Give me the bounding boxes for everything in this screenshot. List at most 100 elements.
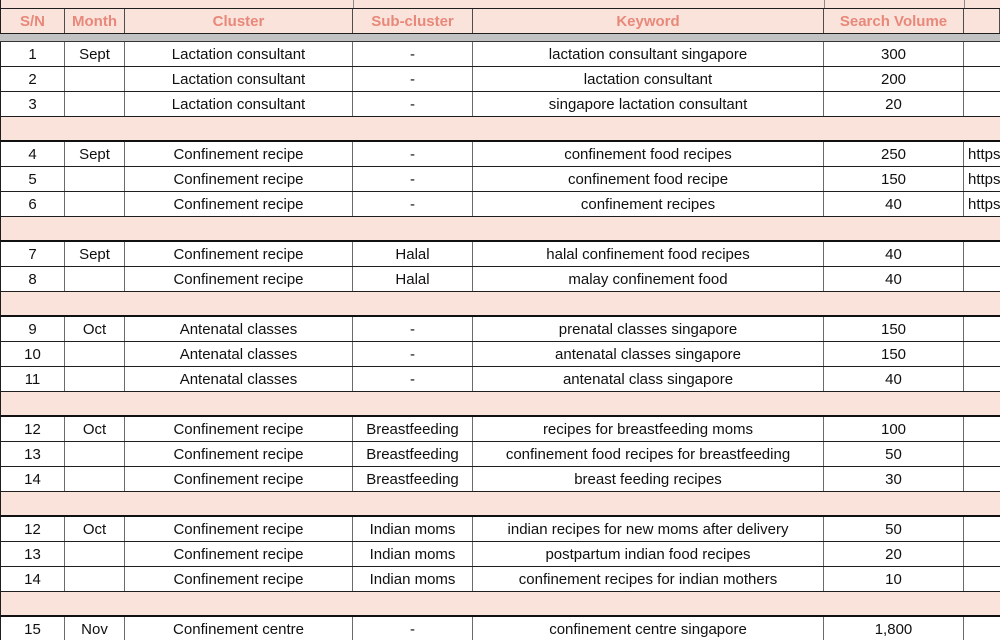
cell-keyword[interactable]: confinement food recipe xyxy=(473,167,824,191)
cell-month[interactable]: Sept xyxy=(65,242,125,266)
cell-keyword[interactable]: postpartum indian food recipes xyxy=(473,542,824,566)
cell-subcluster[interactable]: - xyxy=(353,617,473,640)
cell-sn[interactable]: 1 xyxy=(1,42,65,66)
cell-url[interactable] xyxy=(964,442,1000,466)
cell-volume[interactable]: 250 xyxy=(824,142,964,166)
cell-sn[interactable]: 12 xyxy=(1,417,65,441)
cell-sn[interactable]: 2 xyxy=(1,67,65,91)
cell-month[interactable] xyxy=(65,167,125,191)
cell-subcluster[interactable]: Indian moms xyxy=(353,567,473,591)
cell-volume[interactable]: 100 xyxy=(824,417,964,441)
cell-sn[interactable]: 15 xyxy=(1,617,65,640)
cell-keyword[interactable]: lactation consultant xyxy=(473,67,824,91)
header-cell-keyword[interactable]: Keyword xyxy=(473,9,824,33)
header-cell-cluster[interactable]: Cluster xyxy=(125,9,353,33)
cell-volume[interactable]: 50 xyxy=(824,442,964,466)
cell-url[interactable] xyxy=(964,342,1000,366)
cell-month[interactable] xyxy=(65,467,125,491)
cell-subcluster[interactable]: Breastfeeding xyxy=(353,442,473,466)
cell-volume[interactable]: 40 xyxy=(824,242,964,266)
cell-sn[interactable]: 5 xyxy=(1,167,65,191)
cell-month[interactable]: Nov xyxy=(65,617,125,640)
cell-sn[interactable]: 14 xyxy=(1,467,65,491)
cell-volume[interactable]: 150 xyxy=(824,317,964,341)
cell-subcluster[interactable]: - xyxy=(353,42,473,66)
cell-volume[interactable]: 50 xyxy=(824,517,964,541)
cell-cluster[interactable]: Confinement recipe xyxy=(125,167,353,191)
cell-volume[interactable]: 20 xyxy=(824,92,964,116)
cell-url[interactable]: https xyxy=(968,145,1000,163)
cell-cluster[interactable]: Confinement recipe xyxy=(125,517,353,541)
cell-volume[interactable]: 10 xyxy=(824,567,964,591)
cell-month[interactable]: Oct xyxy=(65,317,125,341)
cell-cluster[interactable]: Confinement centre xyxy=(125,617,353,640)
cell-volume[interactable]: 1,800 xyxy=(824,617,964,640)
cell-sn[interactable]: 8 xyxy=(1,267,65,291)
cell-subcluster[interactable]: Breastfeeding xyxy=(353,417,473,441)
cell-volume[interactable]: 20 xyxy=(824,542,964,566)
cell-keyword[interactable]: confinement recipes for indian mothers xyxy=(473,567,824,591)
cell-month[interactable] xyxy=(65,267,125,291)
cell-keyword[interactable]: breast feeding recipes xyxy=(473,467,824,491)
cell-sn[interactable]: 7 xyxy=(1,242,65,266)
cell-url[interactable] xyxy=(964,542,1000,566)
cell-sn[interactable]: 13 xyxy=(1,542,65,566)
cell-month[interactable]: Sept xyxy=(65,142,125,166)
cell-sn[interactable]: 10 xyxy=(1,342,65,366)
cell-sn[interactable]: 12 xyxy=(1,517,65,541)
cell-keyword[interactable]: singapore lactation consultant xyxy=(473,92,824,116)
cell-url[interactable] xyxy=(964,517,1000,541)
cell-url[interactable]: https xyxy=(968,195,1000,213)
cell-keyword[interactable]: halal confinement food recipes xyxy=(473,242,824,266)
cell-cluster[interactable]: Confinement recipe xyxy=(125,267,353,291)
cell-cluster[interactable]: Confinement recipe xyxy=(125,467,353,491)
header-cell-sn[interactable]: S/N xyxy=(1,9,65,33)
cell-cluster[interactable]: Antenatal classes xyxy=(125,317,353,341)
cell-url[interactable] xyxy=(964,67,1000,91)
cell-cluster[interactable]: Confinement recipe xyxy=(125,242,353,266)
cell-url[interactable] xyxy=(964,467,1000,491)
cell-sn[interactable]: 11 xyxy=(1,367,65,391)
cell-url[interactable] xyxy=(964,267,1000,291)
cell-subcluster[interactable]: - xyxy=(353,167,473,191)
cell-url[interactable] xyxy=(964,42,1000,66)
cell-subcluster[interactable]: Breastfeeding xyxy=(353,467,473,491)
cell-cluster[interactable]: Lactation consultant xyxy=(125,42,353,66)
cell-month[interactable] xyxy=(65,342,125,366)
cell-url[interactable] xyxy=(964,317,1000,341)
cell-keyword[interactable]: confinement food recipes for breastfeedi… xyxy=(473,442,824,466)
cell-cluster[interactable]: Lactation consultant xyxy=(125,92,353,116)
cell-volume[interactable]: 150 xyxy=(824,342,964,366)
cell-cluster[interactable]: Lactation consultant xyxy=(125,67,353,91)
cell-keyword[interactable]: antenatal class singapore xyxy=(473,367,824,391)
cell-sn[interactable]: 6 xyxy=(1,192,65,216)
cell-url[interactable] xyxy=(964,92,1000,116)
header-cell-volume[interactable]: Search Volume xyxy=(824,9,964,33)
cell-keyword[interactable]: confinement food recipes xyxy=(473,142,824,166)
cell-month[interactable] xyxy=(65,542,125,566)
cell-url[interactable] xyxy=(964,417,1000,441)
cell-subcluster[interactable]: - xyxy=(353,317,473,341)
cell-subcluster[interactable]: - xyxy=(353,192,473,216)
cell-subcluster[interactable]: Indian moms xyxy=(353,542,473,566)
cell-sn[interactable]: 9 xyxy=(1,317,65,341)
cell-cluster[interactable]: Confinement recipe xyxy=(125,442,353,466)
cell-volume[interactable]: 300 xyxy=(824,42,964,66)
cell-subcluster[interactable]: - xyxy=(353,367,473,391)
cell-keyword[interactable]: lactation consultant singapore xyxy=(473,42,824,66)
cell-month[interactable] xyxy=(65,567,125,591)
cell-subcluster[interactable]: - xyxy=(353,92,473,116)
cell-volume[interactable]: 200 xyxy=(824,67,964,91)
cell-url[interactable]: https xyxy=(968,170,1000,188)
cell-volume[interactable]: 40 xyxy=(824,267,964,291)
cell-cluster[interactable]: Antenatal classes xyxy=(125,342,353,366)
cell-volume[interactable]: 150 xyxy=(824,167,964,191)
cell-month[interactable]: Oct xyxy=(65,517,125,541)
cell-keyword[interactable]: prenatal classes singapore xyxy=(473,317,824,341)
cell-month[interactable] xyxy=(65,442,125,466)
cell-cluster[interactable]: Confinement recipe xyxy=(125,417,353,441)
cell-month[interactable] xyxy=(65,67,125,91)
cell-volume[interactable]: 30 xyxy=(824,467,964,491)
cell-keyword[interactable]: indian recipes for new moms after delive… xyxy=(473,517,824,541)
cell-volume[interactable]: 40 xyxy=(824,367,964,391)
